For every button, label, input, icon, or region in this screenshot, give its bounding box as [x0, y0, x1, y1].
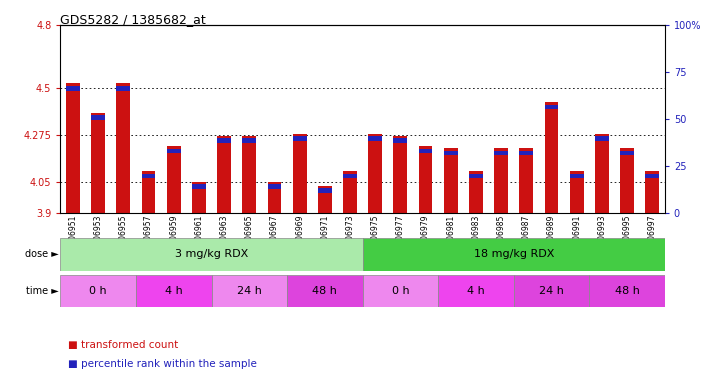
Bar [368, 136, 382, 141]
Text: time ►: time ► [26, 286, 59, 296]
Bar [141, 171, 156, 213]
Bar [419, 146, 432, 213]
Bar [117, 86, 130, 91]
Bar [217, 138, 231, 143]
Bar [167, 146, 181, 213]
Bar [494, 151, 508, 156]
Text: 0 h: 0 h [392, 286, 410, 296]
Bar [267, 184, 282, 189]
Bar [570, 171, 584, 213]
Text: ■ percentile rank within the sample: ■ percentile rank within the sample [68, 359, 257, 369]
Bar [363, 275, 438, 307]
Text: dose ►: dose ► [26, 249, 59, 260]
Bar [595, 136, 609, 141]
Text: 48 h: 48 h [614, 286, 639, 296]
Bar [545, 105, 558, 109]
Bar [167, 149, 181, 153]
Bar [469, 171, 483, 213]
Bar [267, 182, 282, 213]
Bar [589, 275, 665, 307]
Bar [419, 149, 432, 153]
Bar [117, 83, 130, 213]
Bar [646, 174, 659, 178]
Bar [192, 184, 206, 189]
Bar [212, 275, 287, 307]
Bar [444, 148, 458, 213]
Bar [242, 138, 256, 143]
Bar [66, 83, 80, 213]
Bar [519, 151, 533, 156]
Bar [287, 275, 363, 307]
Bar [620, 151, 634, 156]
Text: 4 h: 4 h [467, 286, 485, 296]
Bar [293, 134, 306, 213]
Bar [66, 86, 80, 91]
Text: ■ transformed count: ■ transformed count [68, 340, 178, 350]
Bar [620, 148, 634, 213]
Bar [469, 174, 483, 178]
Bar [318, 186, 332, 213]
Bar [192, 182, 206, 213]
Bar [595, 134, 609, 213]
Bar [393, 136, 407, 213]
Bar [514, 275, 589, 307]
Bar [444, 151, 458, 156]
Text: GDS5282 / 1385682_at: GDS5282 / 1385682_at [60, 13, 206, 26]
Bar [60, 275, 136, 307]
Bar [343, 171, 357, 213]
Text: 24 h: 24 h [539, 286, 564, 296]
Bar [519, 148, 533, 213]
Text: 18 mg/kg RDX: 18 mg/kg RDX [474, 249, 554, 260]
Bar [393, 138, 407, 143]
Bar [217, 136, 231, 213]
Bar [438, 275, 514, 307]
Bar [136, 275, 212, 307]
Bar [646, 171, 659, 213]
Bar [570, 174, 584, 178]
Text: 24 h: 24 h [237, 286, 262, 296]
Bar [242, 136, 256, 213]
Text: 48 h: 48 h [312, 286, 337, 296]
Bar [60, 238, 363, 271]
Bar [363, 238, 665, 271]
Bar [318, 188, 332, 193]
Bar [91, 115, 105, 120]
Bar [343, 174, 357, 178]
Text: 4 h: 4 h [165, 286, 183, 296]
Bar [494, 148, 508, 213]
Bar [91, 113, 105, 213]
Bar [293, 136, 306, 141]
Bar [545, 102, 558, 213]
Text: 0 h: 0 h [90, 286, 107, 296]
Text: 3 mg/kg RDX: 3 mg/kg RDX [175, 249, 248, 260]
Bar [368, 134, 382, 213]
Bar [141, 174, 156, 178]
